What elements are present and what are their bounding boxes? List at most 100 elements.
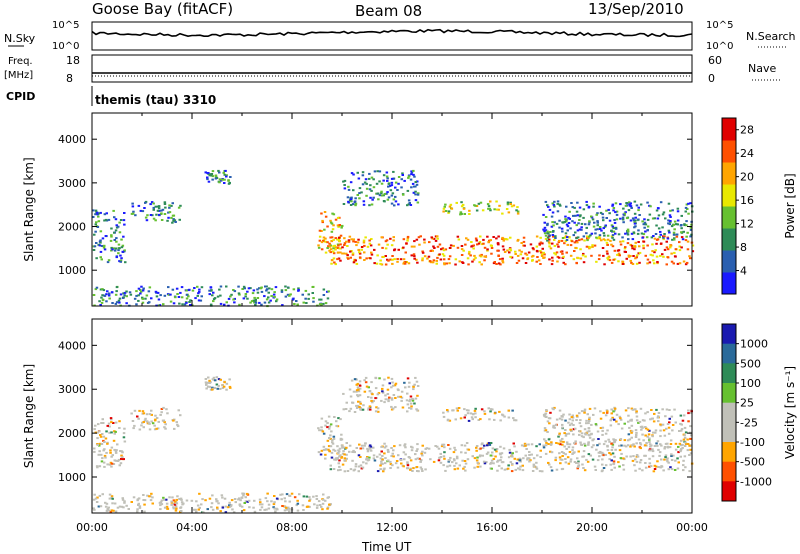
range-cell	[508, 448, 511, 451]
range-cell	[121, 250, 124, 253]
range-cell	[448, 255, 452, 258]
range-cell	[559, 250, 563, 253]
range-cell	[506, 238, 509, 241]
range-cell	[561, 256, 565, 259]
range-cell	[620, 427, 624, 430]
range-cell	[690, 223, 693, 226]
range-cell	[322, 493, 325, 496]
range-cell	[660, 444, 663, 447]
range-cell	[543, 253, 546, 256]
range-cell	[471, 418, 474, 421]
range-cell	[605, 411, 609, 414]
range-cell	[438, 456, 441, 459]
range-cell	[281, 493, 284, 496]
range-cell	[399, 459, 403, 461]
range-cell	[115, 237, 118, 240]
range-cell	[341, 246, 344, 249]
range-cell	[614, 448, 617, 451]
range-cell	[633, 408, 636, 411]
range-cell	[683, 445, 687, 447]
range-cell	[603, 263, 606, 266]
range-cell	[390, 181, 394, 184]
range-cell	[565, 441, 569, 444]
range-cell	[97, 423, 100, 426]
range-cell	[686, 449, 690, 452]
range-cell	[370, 203, 374, 206]
range-cell	[327, 245, 330, 248]
range-cell	[656, 217, 660, 220]
range-cell	[514, 419, 518, 422]
range-cell	[199, 299, 203, 302]
range-cell	[363, 181, 367, 184]
range-cell	[573, 221, 576, 224]
range-cell	[551, 202, 554, 205]
range-cell	[598, 205, 601, 208]
range-cell	[352, 189, 355, 192]
range-cell	[102, 439, 105, 442]
range-cell	[568, 413, 571, 416]
range-cell	[545, 441, 548, 444]
range-cell	[684, 441, 687, 444]
range-cell	[209, 381, 212, 384]
range-cell	[99, 256, 102, 259]
range-cell	[616, 253, 619, 256]
range-cell	[410, 186, 413, 189]
range-cell	[550, 225, 554, 228]
range-cell	[152, 202, 155, 205]
range-cell	[661, 226, 664, 229]
range-cell	[340, 226, 343, 229]
range-cell	[334, 458, 337, 461]
range-cell	[518, 457, 522, 460]
range-cell	[366, 450, 370, 453]
range-cell	[629, 243, 632, 246]
range-cell	[668, 446, 672, 449]
range-cell	[356, 194, 359, 196]
range-cell	[383, 378, 386, 381]
range-cell	[118, 427, 121, 429]
range-cell	[630, 261, 633, 264]
nave-label: Nave	[748, 62, 776, 75]
range-cell	[530, 443, 534, 446]
range-cell	[406, 467, 410, 470]
range-cell	[368, 405, 372, 408]
range-cell	[102, 422, 105, 424]
range-cell	[109, 239, 113, 242]
range-cell	[391, 452, 394, 455]
range-cell	[547, 241, 551, 244]
range-cell	[412, 173, 415, 176]
range-cell	[428, 241, 431, 244]
range-cell	[185, 293, 189, 296]
colorbar-segment	[722, 481, 736, 502]
range-cell	[411, 397, 414, 400]
range-cell	[93, 233, 96, 236]
range-cell	[564, 434, 568, 437]
range-cell	[621, 240, 625, 243]
range-cell	[543, 221, 546, 224]
range-cell	[615, 210, 619, 213]
range-cell	[320, 304, 323, 307]
range-cell	[617, 260, 620, 263]
range-cell	[334, 237, 337, 240]
range-cell	[343, 459, 346, 462]
range-cell	[385, 192, 388, 195]
range-cell	[639, 447, 642, 450]
range-cell	[588, 420, 591, 422]
range-cell	[442, 249, 446, 252]
range-cell	[221, 387, 225, 389]
range-cell	[370, 251, 373, 254]
range-cell	[686, 240, 690, 243]
range-cell	[678, 245, 681, 248]
range-cell	[230, 504, 233, 507]
range-cell	[443, 205, 446, 208]
range-cell	[682, 464, 685, 467]
range-cell	[654, 465, 658, 468]
range-cell	[386, 177, 389, 180]
range-cell	[586, 239, 589, 242]
range-cell	[170, 204, 173, 207]
range-cell	[635, 419, 639, 422]
range-cell	[591, 439, 594, 442]
range-cell	[468, 250, 471, 253]
range-cell	[275, 298, 279, 301]
range-cell	[320, 449, 324, 452]
range-cell	[100, 443, 104, 445]
